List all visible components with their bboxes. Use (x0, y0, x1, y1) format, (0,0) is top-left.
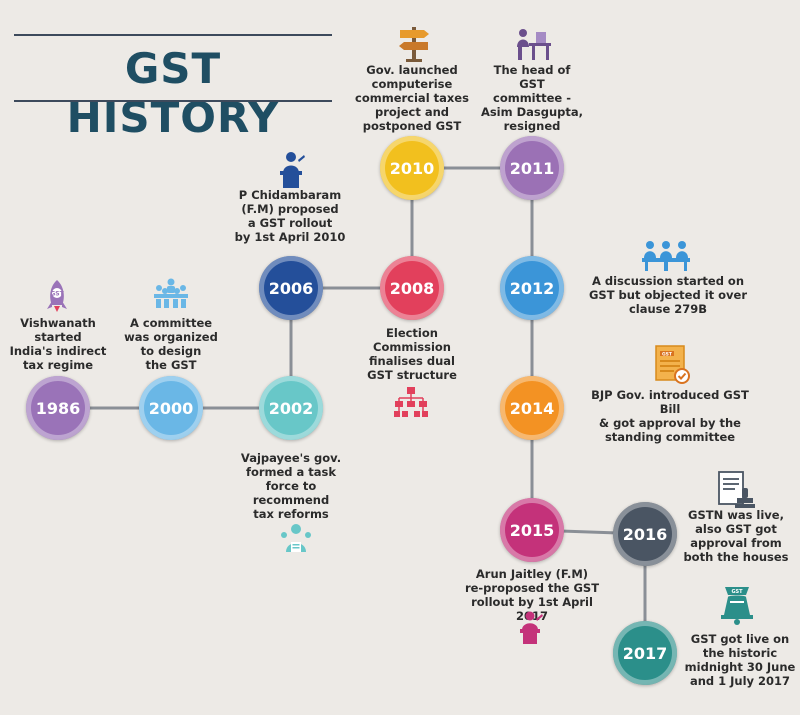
year-label: 2015 (509, 520, 555, 540)
title-top-rule (14, 34, 332, 36)
task-force-icon (279, 522, 313, 558)
year-node-1986: 1986 (26, 376, 90, 440)
year-label: 2008 (389, 278, 435, 298)
event-description-1986: Vishwanath started India's indirect tax … (9, 316, 107, 372)
year-label: 2006 (268, 278, 314, 298)
event-description-2006: P Chidambaram (F.M) proposed a GST rollo… (234, 188, 346, 244)
year-node-2011: 2011 (500, 136, 564, 200)
year-label: 2002 (268, 398, 314, 418)
rocket-icon: GST (43, 279, 71, 317)
year-node-2010: 2010 (380, 136, 444, 200)
svg-text:GST: GST (662, 351, 673, 357)
year-label: 1986 (35, 398, 81, 418)
resign-desk-icon (512, 27, 552, 65)
speaker-icon (515, 611, 545, 649)
year-node-2006: 2006 (259, 256, 323, 320)
year-label: 2017 (622, 643, 668, 663)
svg-text:GST: GST (50, 291, 64, 298)
event-description-2011: The head of GST committee - Asim Dasgupt… (480, 63, 584, 133)
year-node-2017: 2017 (613, 621, 677, 685)
event-description-2010: Gov. launched computerise commercial tax… (355, 63, 469, 133)
year-node-2016: 2016 (613, 502, 677, 566)
hierarchy-icon (393, 386, 429, 422)
year-node-2000: 2000 (139, 376, 203, 440)
event-description-2008: Election Commission finalises dual GST s… (367, 326, 457, 382)
meeting-icon (640, 240, 692, 276)
year-node-2002: 2002 (259, 376, 323, 440)
year-node-2012: 2012 (500, 256, 564, 320)
podium-speaker-icon (276, 151, 306, 193)
page-title: GST HISTORY (66, 44, 280, 142)
year-label: 2000 (148, 398, 194, 418)
year-label: 2014 (509, 398, 555, 418)
event-description-2017: GST got live on the historic midnight 30… (684, 632, 796, 688)
gst-bell-icon: GST (717, 585, 757, 629)
event-description-2014: BJP Gov. introduced GST Bill & got appro… (591, 388, 749, 444)
event-description-2000: A committee was organized to design the … (124, 316, 218, 372)
event-description-2012: A discussion started on GST but objected… (588, 274, 748, 316)
year-node-2008: 2008 (380, 256, 444, 320)
year-label: 2016 (622, 524, 668, 544)
title-bottom-rule (14, 100, 332, 102)
year-label: 2011 (509, 158, 555, 178)
year-node-2014: 2014 (500, 376, 564, 440)
approved-document-icon: GST (652, 344, 692, 390)
svg-text:GST: GST (731, 589, 743, 595)
year-label: 2012 (509, 278, 555, 298)
stamp-document-icon (717, 470, 757, 516)
year-label: 2010 (389, 158, 435, 178)
year-node-2015: 2015 (500, 498, 564, 562)
committee-icon (151, 277, 191, 313)
signpost-icon (394, 25, 434, 67)
event-description-2016: GSTN was live, also GST got approval fro… (683, 508, 789, 564)
event-description-2015: Arun Jaitley (F.M) re-proposed the GST r… (464, 567, 600, 623)
event-description-2002: Vajpayee's gov. formed a task force to r… (240, 451, 342, 521)
